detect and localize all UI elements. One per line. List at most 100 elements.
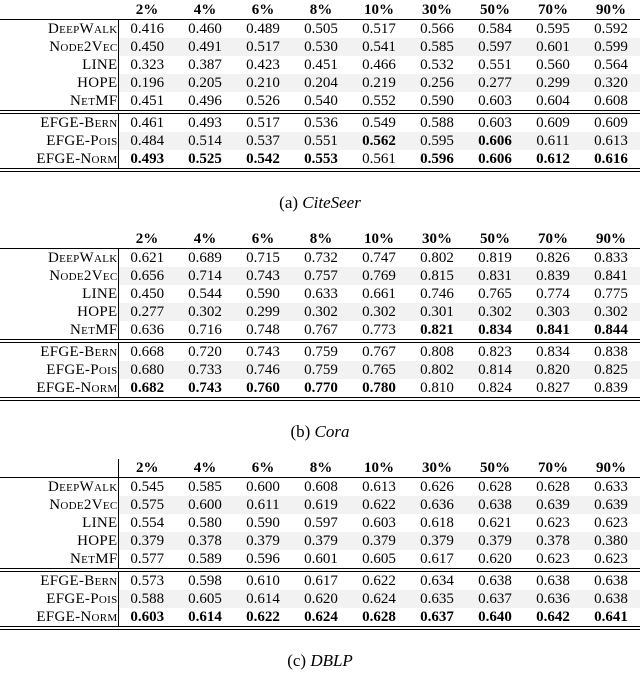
value-cell: 0.760 xyxy=(246,380,280,396)
value-cell: 0.819 xyxy=(478,250,512,266)
value-cell: 0.545 xyxy=(130,479,165,495)
value-cell: 0.827 xyxy=(536,380,570,396)
value-cell: 0.301 xyxy=(408,303,466,321)
value-cell: 0.638 xyxy=(582,590,640,608)
value-cell: 0.387 xyxy=(188,57,222,73)
value-cell: 0.633 xyxy=(594,479,628,495)
section-divider-rule xyxy=(0,110,640,114)
row-label: LINE xyxy=(0,285,119,303)
row-label: Node2Vec xyxy=(0,38,119,56)
value-cell: 0.639 xyxy=(582,496,640,514)
value-cell: 0.747 xyxy=(362,250,396,266)
column-header: 70% xyxy=(524,459,582,478)
value-cell: 0.611 xyxy=(524,132,582,150)
value-cell: 0.564 xyxy=(594,57,628,73)
value-cell: 0.219 xyxy=(350,74,408,92)
value-cell: 0.590 xyxy=(246,515,280,531)
value-cell: 0.589 xyxy=(188,551,222,567)
value-cell: 0.603 xyxy=(362,515,396,531)
table-row: EFGE-Norm 0.493 0.525 0.542 0.553 0.561 0.596 0… xyxy=(0,150,640,169)
column-header: 50% xyxy=(466,1,524,20)
value-cell: 0.623 xyxy=(594,515,628,531)
value-cell: 0.379 xyxy=(408,532,466,550)
value-cell: 0.616 xyxy=(594,151,628,167)
value-cell: 0.617 xyxy=(420,551,454,567)
value-cell: 0.622 xyxy=(246,609,280,625)
column-header: 50% xyxy=(466,230,524,249)
row-label: DeepWalk xyxy=(0,477,119,496)
column-header: 4% xyxy=(176,459,234,478)
value-cell: 0.619 xyxy=(292,496,350,514)
row-label: EFGE-Bern xyxy=(0,113,119,132)
value-cell: 0.621 xyxy=(478,515,512,531)
value-cell: 0.640 xyxy=(478,609,512,625)
value-cell: 0.580 xyxy=(188,515,222,531)
value-cell: 0.637 xyxy=(420,609,454,625)
value-cell: 0.746 xyxy=(420,286,454,302)
value-cell: 0.638 xyxy=(466,496,524,514)
value-cell: 0.617 xyxy=(304,573,338,589)
value-cell: 0.205 xyxy=(176,74,234,92)
value-cell: 0.815 xyxy=(408,267,466,285)
value-cell: 0.622 xyxy=(362,573,396,589)
value-cell: 0.808 xyxy=(420,344,454,360)
value-cell: 0.743 xyxy=(234,267,292,285)
caption-dataset-name: CiteSeer xyxy=(302,193,361,212)
value-cell: 0.597 xyxy=(304,515,338,531)
row-label: NetMF xyxy=(0,92,119,111)
value-cell: 0.575 xyxy=(118,496,176,514)
value-cell: 0.493 xyxy=(130,151,165,167)
value-cell: 0.585 xyxy=(188,479,222,495)
caption-dataset-name: DBLP xyxy=(310,651,353,670)
row-label: EFGE-Norm xyxy=(0,150,119,169)
value-cell: 0.626 xyxy=(420,479,454,495)
value-cell: 0.606 xyxy=(478,151,512,167)
value-cell: 0.757 xyxy=(292,267,350,285)
value-cell: 0.612 xyxy=(536,151,570,167)
value-cell: 0.601 xyxy=(304,551,338,567)
value-cell: 0.621 xyxy=(130,250,165,266)
value-cell: 0.715 xyxy=(246,250,280,266)
value-cell: 0.765 xyxy=(478,286,512,302)
column-header: 30% xyxy=(408,459,466,478)
value-cell: 0.595 xyxy=(408,132,466,150)
value-cell: 0.601 xyxy=(524,38,582,56)
table-row: DeepWalk 0.416 0.460 0.489 0.505 0.517 0.566 0.… xyxy=(0,19,640,38)
value-cell: 0.596 xyxy=(420,151,454,167)
value-cell: 0.536 xyxy=(304,115,338,131)
value-cell: 0.680 xyxy=(118,361,176,379)
value-cell: 0.379 xyxy=(118,532,176,550)
value-cell: 0.814 xyxy=(466,361,524,379)
value-cell: 0.604 xyxy=(536,93,570,109)
value-cell: 0.552 xyxy=(362,93,396,109)
table-row: HOPE 0.277 0.302 0.299 0.302 0.302 0.301 0.302 0… xyxy=(0,303,640,321)
value-cell: 0.530 xyxy=(292,38,350,56)
column-header: 6% xyxy=(234,459,292,478)
value-cell: 0.461 xyxy=(130,115,165,131)
value-cell: 0.302 xyxy=(350,303,408,321)
column-header: 2% xyxy=(118,459,176,478)
table-row: LINE 0.450 0.544 0.590 0.633 0.661 0.746 0.765 0… xyxy=(0,285,640,303)
value-cell: 0.839 xyxy=(524,267,582,285)
value-cell: 0.634 xyxy=(420,573,454,589)
column-header: 2% xyxy=(118,1,176,20)
table-row: HOPE 0.379 0.378 0.379 0.379 0.379 0.379 0.379 0… xyxy=(0,532,640,550)
row-label: EFGE-Pois xyxy=(0,361,119,379)
value-cell: 0.682 xyxy=(130,380,165,396)
value-cell: 0.277 xyxy=(466,74,524,92)
table-caption-cora: (b) Cora xyxy=(0,422,640,442)
value-cell: 0.256 xyxy=(408,74,466,92)
value-cell: 0.196 xyxy=(118,74,176,92)
header-corner-cell xyxy=(0,459,119,478)
value-cell: 0.656 xyxy=(118,267,176,285)
table-caption-dblp: (c) DBLP xyxy=(0,651,640,671)
value-cell: 0.733 xyxy=(176,361,234,379)
table-row: EFGE-Pois 0.588 0.605 0.614 0.620 0.624 0.635 0… xyxy=(0,590,640,608)
table-row: Node2Vec 0.450 0.491 0.517 0.530 0.541 0.585 0.… xyxy=(0,38,640,56)
header-row: 2% 4% 6% 8% 10% 30% 50% 70% 90% xyxy=(0,230,640,249)
value-cell: 0.532 xyxy=(420,57,454,73)
value-cell: 0.299 xyxy=(524,74,582,92)
value-cell: 0.661 xyxy=(362,286,396,302)
value-cell: 0.588 xyxy=(118,590,176,608)
section-divider-rule xyxy=(0,568,640,572)
